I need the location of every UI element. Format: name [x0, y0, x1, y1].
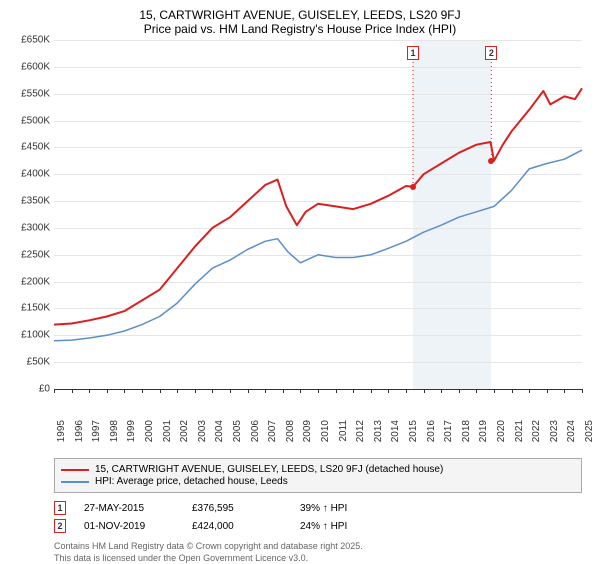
- row-date: 27-MAY-2015: [84, 503, 174, 514]
- legend: 15, CARTWRIGHT AVENUE, GUISELEY, LEEDS, …: [54, 458, 582, 493]
- price-marker-1: 1: [407, 46, 419, 60]
- x-axis-label: 2017: [441, 420, 454, 442]
- chart-container: 15, CARTWRIGHT AVENUE, GUISELEY, LEEDS, …: [0, 0, 600, 560]
- y-axis-label: £100K: [21, 330, 54, 341]
- legend-item-price: 15, CARTWRIGHT AVENUE, GUISELEY, LEEDS, …: [61, 464, 575, 475]
- x-axis-label: 2000: [142, 420, 155, 442]
- x-axis-label: 2015: [406, 420, 419, 442]
- y-axis-label: £50K: [27, 357, 54, 368]
- x-axis-label: 2013: [371, 420, 384, 442]
- transaction-row: 2 01-NOV-2019 £424,000 24% ↑ HPI: [54, 519, 582, 533]
- x-axis-label: 2003: [195, 420, 208, 442]
- x-axis-label: 1995: [54, 420, 67, 442]
- legend-label-price: 15, CARTWRIGHT AVENUE, GUISELEY, LEEDS, …: [95, 464, 443, 475]
- transaction-rows: 1 27-MAY-2015 £376,595 39% ↑ HPI 2 01-NOV-201…: [54, 501, 582, 533]
- x-axis-label: 2002: [177, 420, 190, 442]
- footer-line1: Contains HM Land Registry data © Crown c…: [54, 541, 582, 553]
- y-axis-label: £200K: [21, 276, 54, 287]
- x-axis-label: 1999: [124, 420, 137, 442]
- row-delta: 24% ↑ HPI: [300, 521, 390, 532]
- x-axis-label: 2022: [529, 420, 542, 442]
- y-axis-label: £250K: [21, 249, 54, 260]
- x-axis-label: 2007: [265, 420, 278, 442]
- x-axis-labels: 1995199619971998199920002001200220032004…: [54, 390, 582, 420]
- y-axis-label: £600K: [21, 61, 54, 72]
- row-date: 01-NOV-2019: [84, 521, 174, 532]
- price-marker-2: 2: [485, 46, 497, 60]
- line-hpi: [54, 150, 582, 341]
- y-axis-label: £500K: [21, 115, 54, 126]
- y-axis-label: £650K: [21, 35, 54, 46]
- line-price: [54, 88, 582, 324]
- x-axis-label: 2004: [212, 420, 225, 442]
- chart-title-address: 15, CARTWRIGHT AVENUE, GUISELEY, LEEDS, …: [10, 8, 590, 22]
- x-axis-label: 2014: [388, 420, 401, 442]
- x-axis-label: 2012: [353, 420, 366, 442]
- y-axis-label: £0: [39, 384, 54, 395]
- row-marker-icon: 1: [54, 501, 66, 515]
- x-axis-label: 1998: [107, 420, 120, 442]
- sale-dot-1: [410, 184, 416, 190]
- attribution-footer: Contains HM Land Registry data © Crown c…: [54, 541, 582, 564]
- plot-area: £0£50K£100K£150K£200K£250K£300K£350K£400…: [54, 40, 582, 390]
- footer-line2: This data is licensed under the Open Gov…: [54, 553, 582, 564]
- x-axis-label: 2024: [564, 420, 577, 442]
- x-axis-label: 2020: [494, 420, 507, 442]
- x-axis-label: 2010: [318, 420, 331, 442]
- y-axis-label: £300K: [21, 222, 54, 233]
- x-axis-label: 2023: [547, 420, 560, 442]
- x-axis-label: 2019: [476, 420, 489, 442]
- chart-titles: 15, CARTWRIGHT AVENUE, GUISELEY, LEEDS, …: [10, 8, 590, 36]
- x-axis-label: 1997: [89, 420, 102, 442]
- x-axis-label: 1996: [72, 420, 85, 442]
- x-axis-label: 2009: [300, 420, 313, 442]
- x-axis-label: 2006: [248, 420, 261, 442]
- chart-title-subtitle: Price paid vs. HM Land Registry's House …: [10, 22, 590, 36]
- x-axis-label: 2018: [459, 420, 472, 442]
- y-axis-label: £550K: [21, 88, 54, 99]
- row-price: £376,595: [192, 503, 282, 514]
- legend-swatch-hpi: [61, 481, 89, 483]
- chart-lines: [54, 40, 582, 389]
- row-price: £424,000: [192, 521, 282, 532]
- row-marker-icon: 2: [54, 519, 66, 533]
- x-axis-label: 2001: [160, 420, 173, 442]
- legend-label-hpi: HPI: Average price, detached house, Leed…: [95, 476, 288, 487]
- y-axis-label: £350K: [21, 196, 54, 207]
- legend-item-hpi: HPI: Average price, detached house, Leed…: [61, 476, 575, 487]
- y-axis-label: £450K: [21, 142, 54, 153]
- x-axis-label: 2021: [512, 420, 525, 442]
- y-axis-label: £400K: [21, 169, 54, 180]
- x-axis-label: 2016: [424, 420, 437, 442]
- x-axis-label: 2025: [582, 420, 595, 442]
- y-axis-label: £150K: [21, 303, 54, 314]
- sale-dot-2: [488, 158, 494, 164]
- legend-swatch-price: [61, 469, 89, 471]
- x-axis-label: 2011: [336, 420, 349, 442]
- transaction-row: 1 27-MAY-2015 £376,595 39% ↑ HPI: [54, 501, 582, 515]
- x-axis-label: 2008: [283, 420, 296, 442]
- x-axis-label: 2005: [230, 420, 243, 442]
- row-delta: 39% ↑ HPI: [300, 503, 390, 514]
